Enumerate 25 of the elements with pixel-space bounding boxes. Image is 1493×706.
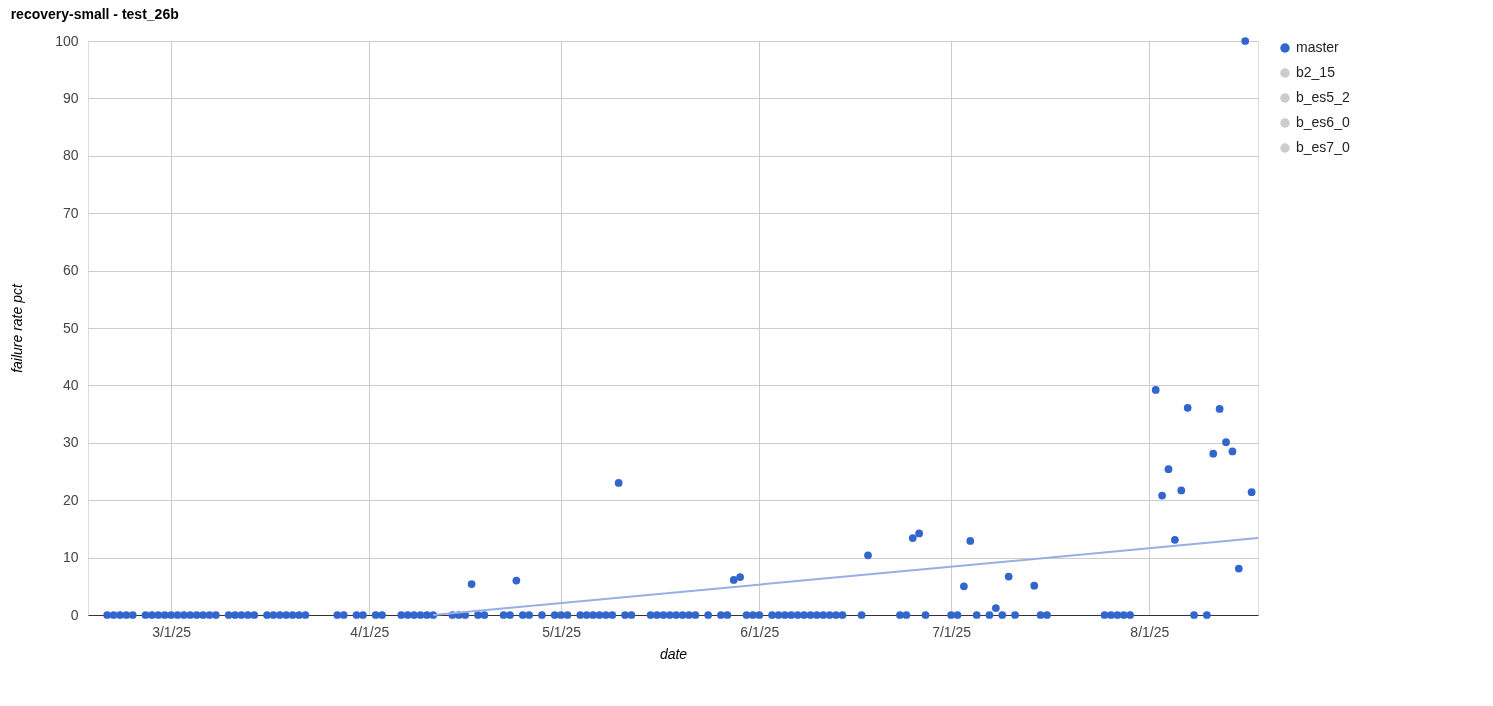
legend-label: master [1296, 39, 1340, 55]
legend-label: b_es5_2 [1296, 89, 1350, 105]
chart-title: recovery-small - test_26b [10, 6, 179, 22]
y-tick-label: 70 [62, 204, 79, 221]
y-tick-label: 0 [70, 606, 79, 623]
legend-label: b_es7_0 [1296, 139, 1350, 155]
y-tick-label: 60 [62, 262, 79, 279]
x-tick-label: 3/1/25 [152, 623, 192, 640]
legend-label: b_es6_0 [1296, 114, 1350, 130]
y-tick-label: 40 [62, 376, 79, 393]
x-tick-label: 7/1/25 [932, 623, 972, 640]
x-tick-label: 8/1/25 [1130, 623, 1170, 640]
y-tick-label: 90 [62, 89, 79, 106]
x-tick-label: 5/1/25 [542, 623, 582, 640]
y-tick-label: 30 [62, 434, 79, 451]
legend-label: b2_15 [1296, 64, 1336, 80]
x-axis-title: date [659, 645, 688, 662]
y-tick-label: 10 [62, 549, 79, 566]
y-tick-label: 50 [62, 319, 79, 336]
x-tick-label: 4/1/25 [350, 623, 390, 640]
x-tick-label: 6/1/25 [740, 623, 780, 640]
y-tick-label: 100 [55, 32, 79, 49]
y-tick-label: 80 [62, 147, 79, 164]
y-tick-label: 20 [62, 491, 79, 508]
y-axis-title: failure rate pct [9, 283, 26, 373]
